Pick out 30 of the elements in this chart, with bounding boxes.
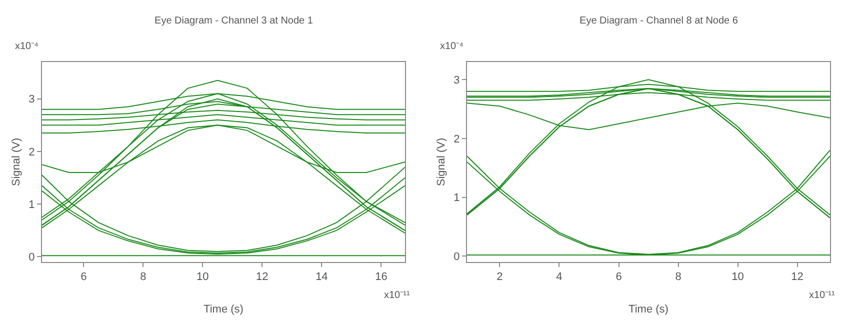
y-tick-label: 3 [454, 74, 460, 86]
chart-title: Eye Diagram - Channel 8 at Node 6 [580, 16, 738, 27]
x-tick-label: 8 [675, 271, 682, 284]
x-tick-label: 12 [791, 271, 804, 284]
text: x10⁻¹¹ [384, 290, 410, 301]
x-tick-label: 10 [732, 271, 744, 284]
y-tick-label: 2 [28, 146, 35, 158]
y-tick-label: 3 [28, 94, 35, 106]
x-tick-label: 2 [496, 271, 503, 284]
y-tick-label: 2 [454, 133, 460, 146]
x-tick-label: 14 [316, 271, 328, 284]
y-tick-label: 0 [28, 252, 35, 264]
x-axis-title: Time (s) [628, 303, 668, 316]
text: x10⁻⁴ [15, 41, 38, 52]
y-tick-label: 1 [28, 198, 35, 211]
x-tick-label: 6 [80, 271, 87, 284]
x-tick-label: 16 [375, 271, 388, 284]
text: x10⁻¹¹ [809, 290, 836, 301]
y-tick-label: 0 [454, 250, 460, 263]
y-tick-label: 1 [454, 192, 460, 204]
y-axis-title: Signal (V) [10, 138, 22, 186]
text: x10⁻⁴ [440, 41, 464, 52]
chart-title: Eye Diagram - Channel 3 at Node 1 [154, 16, 314, 27]
x-tick-label: 6 [616, 271, 622, 284]
x-tick-label: 8 [140, 271, 146, 284]
x-tick-label: 10 [196, 271, 209, 284]
x-axis-title: Time (s) [204, 303, 244, 316]
x-tick-label: 12 [256, 271, 268, 284]
y-axis-title: Signal (V) [435, 138, 448, 186]
x-tick-label: 4 [556, 271, 562, 284]
